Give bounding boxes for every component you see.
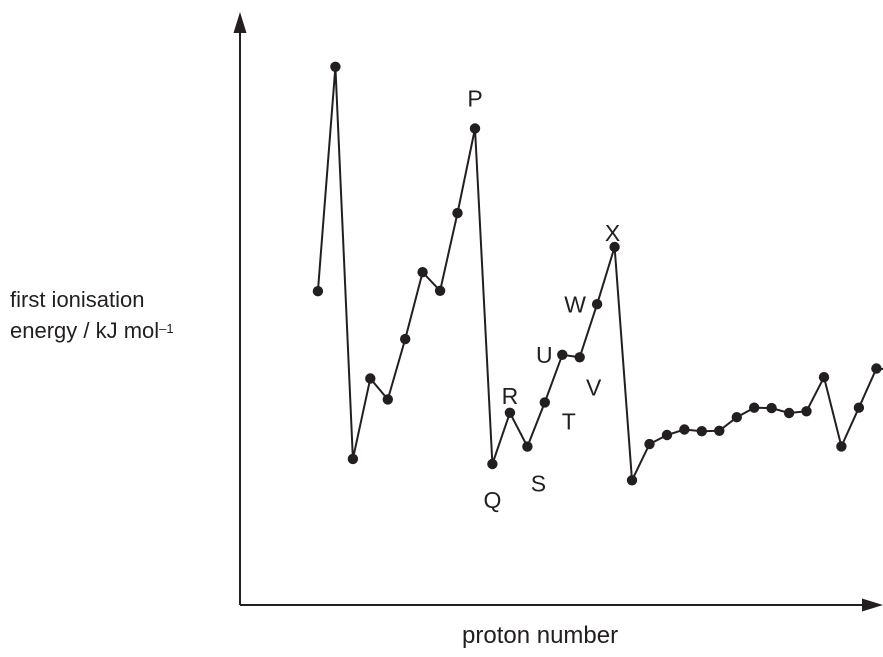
data-point <box>522 441 533 452</box>
data-point <box>487 458 498 470</box>
series-line <box>316 66 883 485</box>
point-label-r: R <box>502 383 519 409</box>
data-point <box>696 426 707 437</box>
data-point <box>679 424 690 435</box>
data-point <box>766 402 777 414</box>
point-label-x: X <box>605 220 620 246</box>
point-labels: P Q R S T U V W X <box>467 86 620 514</box>
data-point <box>626 475 638 486</box>
x-axis-label: proton number <box>462 622 619 649</box>
y-axis-arrow <box>233 12 247 33</box>
data-point <box>853 402 865 413</box>
data-point <box>609 241 620 253</box>
x-axis-arrow <box>862 598 883 612</box>
data-point <box>312 286 324 297</box>
point-label-u: U <box>536 342 553 368</box>
data-point <box>731 412 742 423</box>
y-axis-label-line1: first ionisation <box>10 287 145 312</box>
data-point <box>644 438 655 450</box>
data-point <box>382 394 393 405</box>
data-point <box>330 61 341 72</box>
data-point <box>749 402 760 413</box>
point-label-s: S <box>531 471 546 497</box>
data-point <box>417 267 428 278</box>
data-point <box>818 372 830 383</box>
data-point <box>836 441 847 452</box>
data-point <box>539 397 550 408</box>
data-point <box>574 352 585 363</box>
data-point <box>801 406 812 417</box>
data-point <box>347 453 359 465</box>
data-point <box>714 425 725 436</box>
axes <box>233 12 883 612</box>
data-point <box>871 363 882 374</box>
data-point <box>783 407 795 419</box>
data-point <box>365 373 376 384</box>
y-axis-label: first ionisation energy / kJ mol–1 <box>10 284 174 346</box>
y-axis-label-unit: energy / kJ mol <box>10 318 160 343</box>
point-label-w: W <box>564 291 586 317</box>
y-axis-label-line2: energy / kJ mol–1 <box>10 315 174 346</box>
point-label-q: Q <box>483 487 501 513</box>
point-label-v: V <box>586 374 602 400</box>
point-label-p: P <box>467 86 482 112</box>
data-point <box>591 299 603 310</box>
data-point <box>661 429 673 441</box>
data-point <box>504 407 516 418</box>
data-point <box>434 285 446 296</box>
data-point <box>469 123 481 134</box>
data-points <box>312 61 882 486</box>
data-point <box>557 349 568 360</box>
data-point <box>452 207 463 219</box>
y-axis-label-superscript: –1 <box>159 321 174 336</box>
point-label-t: T <box>562 408 576 434</box>
data-point <box>400 333 411 345</box>
